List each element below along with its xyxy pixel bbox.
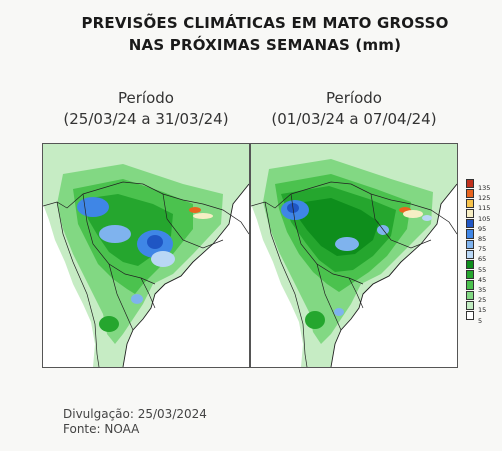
- precipitation-legend: 135 125 115 105 95 85 75 65 55 45 35 25 15 5: [466, 178, 502, 325]
- legend-label: 135: [478, 184, 491, 193]
- title-line-2: NAS PRÓXIMAS SEMANAS (mm): [128, 36, 402, 54]
- legend-swatch: [466, 270, 474, 280]
- data-source: Fonte: NOAA: [63, 422, 140, 436]
- rain-blue-amazon: [77, 197, 109, 217]
- rain-blue-central: [335, 237, 359, 251]
- legend-swatch: [466, 260, 474, 270]
- legend-swatch: [466, 198, 474, 209]
- legend-item: 115: [466, 198, 502, 212]
- legend-label: 35: [478, 285, 487, 294]
- legend-item: 95: [466, 219, 502, 233]
- legend-swatch: [466, 280, 474, 290]
- title-line-1: PREVISÕES CLIMÁTICAS EM MATO GROSSO: [81, 14, 449, 32]
- legend-swatch: [466, 178, 474, 188]
- legend-swatch: [466, 300, 474, 310]
- rain-blue-south: [131, 294, 143, 304]
- legend-item: 85: [466, 229, 502, 243]
- legend-item: 65: [466, 249, 502, 263]
- release-date: Divulgação: 25/03/2024: [63, 407, 207, 421]
- period-heading-2: Período (01/03/24 a 07/04/24): [244, 88, 464, 130]
- legend-swatch: [466, 209, 474, 219]
- legend-label: 95: [478, 224, 487, 233]
- period-range: (25/03/24 a 31/03/24): [63, 110, 229, 128]
- coastline: [330, 183, 457, 367]
- footer: Divulgação: 25/03/2024 Fonte: NOAA: [63, 407, 207, 437]
- south-america-map-1: [43, 144, 249, 367]
- legend-swatch: [466, 229, 474, 239]
- rain-blue-south: [334, 308, 344, 316]
- period-label: Período: [118, 89, 174, 107]
- legend-swatch: [466, 249, 474, 259]
- legend-swatch: [466, 219, 474, 229]
- rain-yellow-coast: [193, 213, 213, 219]
- legend-item: 35: [466, 280, 502, 294]
- coastline: [122, 183, 249, 367]
- rainfall-map-week-2: [250, 143, 458, 368]
- rain-lightblue-central: [151, 251, 175, 267]
- legend-label: 25: [478, 296, 487, 305]
- rain-lightblue-coast: [422, 215, 432, 221]
- legend-label: 105: [478, 214, 491, 223]
- legend-label: 65: [478, 255, 487, 264]
- legend-label: 85: [478, 235, 487, 244]
- legend-item: 75: [466, 239, 502, 253]
- legend-item: 45: [466, 270, 502, 284]
- period-range: (01/03/24 a 07/04/24): [271, 110, 437, 128]
- rain-green-south: [99, 316, 119, 332]
- legend-label: 115: [478, 204, 491, 213]
- chart-title: PREVISÕES CLIMÁTICAS EM MATO GROSSO NAS …: [0, 12, 502, 56]
- rain-orange-coast: [189, 207, 201, 213]
- rain-lightblue-amazon: [99, 225, 131, 243]
- rainfall-map-week-1: [42, 143, 250, 368]
- legend-item: 135: [466, 178, 502, 192]
- legend-swatch: [466, 188, 474, 198]
- legend-label: 75: [478, 245, 487, 254]
- legend-label: 15: [478, 306, 487, 315]
- rain-yellow-coast: [403, 210, 423, 218]
- legend-swatch: [466, 290, 474, 300]
- period-label: Período: [326, 89, 382, 107]
- legend-swatch: [466, 239, 474, 249]
- legend-label: 5: [478, 316, 483, 325]
- legend-item: 125: [466, 188, 502, 202]
- legend-item: 25: [466, 290, 502, 304]
- rain-deepblue-central: [147, 235, 163, 249]
- south-america-map-2: [251, 144, 457, 367]
- legend-item: 15: [466, 300, 502, 314]
- legend-label: 55: [478, 265, 487, 274]
- legend-swatch: [466, 310, 474, 321]
- period-heading-1: Período (25/03/24 a 31/03/24): [36, 88, 256, 130]
- legend-label: 125: [478, 194, 491, 203]
- legend-item: 55: [466, 260, 502, 274]
- legend-label: 45: [478, 275, 487, 284]
- legend-item: 5: [466, 310, 502, 325]
- rain-green-south: [305, 311, 325, 329]
- legend-item: 105: [466, 209, 502, 223]
